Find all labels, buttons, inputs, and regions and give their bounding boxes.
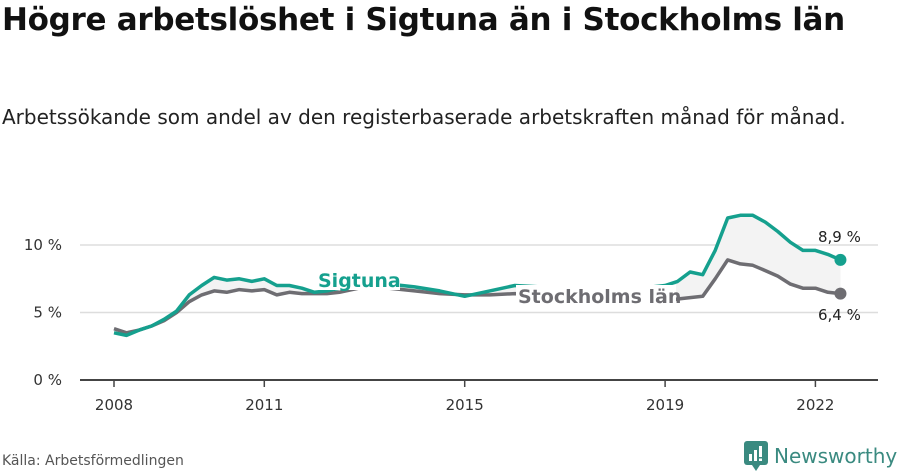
gap-fill-area — [114, 215, 841, 336]
x-tick-label: 2011 — [245, 396, 283, 414]
sigtuna-end-value: 8,9 % — [818, 228, 861, 246]
stockholm-label-bg — [516, 285, 676, 307]
y-tick-label: 10 % — [24, 236, 62, 254]
brand-name: Newsworthy — [774, 444, 898, 468]
stockholm-series-label: Stockholms län — [518, 286, 681, 308]
x-axis-ticks: 2008 2011 2015 2019 2022 — [95, 380, 834, 414]
sigtuna-series-label: Sigtuna — [318, 270, 401, 292]
y-tick-label: 0 % — [33, 371, 62, 389]
chart-subtitle: Arbetssökande som andel av den registerb… — [2, 105, 846, 129]
source-note: Källa: Arbetsförmedlingen — [2, 453, 184, 469]
x-tick-label: 2022 — [796, 396, 834, 414]
bar-chart-speech-bubble-icon — [744, 441, 768, 471]
y-tick-label: 5 % — [33, 304, 62, 322]
x-tick-label: 2008 — [95, 396, 133, 414]
sigtuna-line — [113, 213, 842, 338]
y-axis-labels: 0 % 5 % 10 % — [24, 236, 62, 389]
stockholm-end-value: 6,4 % — [818, 306, 861, 324]
sigtuna-label-bg — [316, 270, 400, 290]
stockholm-line — [113, 258, 841, 335]
stockholm-end-marker — [834, 287, 847, 300]
x-tick-label: 2019 — [646, 396, 684, 414]
sigtuna-end-marker — [834, 253, 847, 266]
newsworthy-logo: Newsworthy — [744, 441, 897, 471]
x-tick-label: 2015 — [446, 396, 484, 414]
chart-title: Högre arbetslöshet i Sigtuna än i Stockh… — [2, 2, 845, 38]
